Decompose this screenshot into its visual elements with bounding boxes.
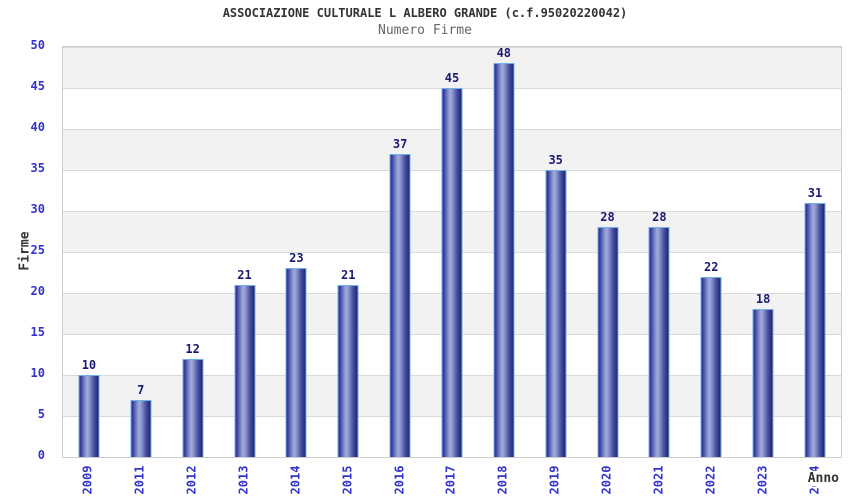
chart-subtitle: Numero Firme xyxy=(378,23,472,38)
x-tick-label: 2009 xyxy=(80,465,95,494)
y-tick-45: 45 xyxy=(30,79,45,93)
x-tick-label: 2023 xyxy=(755,465,770,494)
x-tick-2013: 2013 xyxy=(218,459,270,500)
x-tick-2012: 2012 xyxy=(166,459,218,500)
x-tick-label: 2021 xyxy=(651,465,666,494)
bar-2012 xyxy=(182,358,204,457)
bar-slot-2022: 22 xyxy=(685,47,737,457)
bar-slot-2016: 37 xyxy=(374,47,426,457)
bar-2009 xyxy=(78,375,100,457)
x-axis-ticks: 2009 2011 2012 2013 2014 2015 2016 2017 2018 2019… xyxy=(62,459,840,500)
bar-slot-2012: 12 xyxy=(167,47,219,457)
y-tick-0: 0 xyxy=(37,448,45,462)
bar-2018 xyxy=(493,63,515,457)
bar-slot-2009: 10 xyxy=(63,47,115,457)
x-tick-2014: 2014 xyxy=(269,459,321,500)
value-label-2011: 7 xyxy=(137,382,145,397)
bar-2014 xyxy=(285,268,307,457)
value-label-2019: 35 xyxy=(548,153,563,167)
value-label-2020: 28 xyxy=(600,210,615,225)
value-label-2023: 18 xyxy=(755,292,771,307)
x-tick-2017: 2017 xyxy=(425,459,477,500)
x-tick-label: 2022 xyxy=(703,465,718,494)
x-tick-2009: 2009 xyxy=(62,459,114,500)
bar-slot-2013: 21 xyxy=(219,47,271,457)
bar-slot-2019: 35 xyxy=(530,47,582,457)
value-label-2022: 22 xyxy=(704,259,719,274)
x-tick-label: 2018 xyxy=(495,465,510,494)
x-tick-2019: 2019 xyxy=(529,459,581,500)
bar-2024 xyxy=(804,202,826,457)
chart-title: ASSOCIAZIONE CULTURALE L ALBERO GRANDE (… xyxy=(222,6,628,20)
y-tick-20: 20 xyxy=(30,284,45,298)
bar-slot-2021: 28 xyxy=(633,47,685,457)
x-tick-label: 2013 xyxy=(236,465,251,494)
bar-2020 xyxy=(597,227,619,457)
bar-2016 xyxy=(389,153,411,457)
x-tick-label: 2016 xyxy=(392,465,407,494)
y-tick-5: 5 xyxy=(37,407,45,421)
y-tick-35: 35 xyxy=(30,161,45,175)
x-tick-label: 2015 xyxy=(340,465,355,494)
bar-2023 xyxy=(752,309,774,457)
bar-2022 xyxy=(700,276,722,457)
value-label-2024: 31 xyxy=(807,185,823,200)
x-tick-label: 2017 xyxy=(443,465,458,494)
bar-slot-2018: 48 xyxy=(478,46,530,457)
bar-2011 xyxy=(130,399,152,457)
value-label-2021: 28 xyxy=(652,210,667,225)
y-tick-25: 25 xyxy=(30,243,45,257)
y-tick-10: 10 xyxy=(30,366,45,380)
bar-slot-2023: 18 xyxy=(737,47,789,457)
bar-slot-2011: 7 xyxy=(115,47,167,457)
value-label-2016: 37 xyxy=(392,136,408,151)
value-label-2009: 10 xyxy=(81,358,97,372)
bar-2021 xyxy=(648,227,670,457)
bar-slot-2015: 21 xyxy=(322,47,374,457)
bar-slot-2014: 23 xyxy=(270,47,322,457)
x-tick-2011: 2011 xyxy=(114,459,166,500)
value-label-2017: 45 xyxy=(444,71,460,85)
x-tick-label: 2020 xyxy=(599,465,614,494)
x-tick-label: 2014 xyxy=(288,465,303,494)
y-tick-30: 30 xyxy=(30,202,45,216)
x-tick-2016: 2016 xyxy=(373,459,425,500)
value-label-2013: 21 xyxy=(237,267,252,282)
x-tick-2020: 2020 xyxy=(581,459,633,500)
bar-2013 xyxy=(234,284,255,457)
value-label-2014: 23 xyxy=(289,251,304,266)
plot-area: 10 7 12 21 23 21 37 45 48 35 28 28 22 18 31 xyxy=(62,46,842,458)
x-tick-2022: 2022 xyxy=(684,459,736,500)
bar-2017 xyxy=(441,88,463,457)
y-tick-15: 15 xyxy=(30,325,45,339)
y-tick-40: 40 xyxy=(30,120,45,134)
x-axis-label: Anno xyxy=(805,471,839,486)
x-tick-2015: 2015 xyxy=(321,459,373,500)
x-tick-2021: 2021 xyxy=(632,459,684,500)
x-tick-label: 2012 xyxy=(184,465,199,494)
x-tick-label: 2011 xyxy=(132,465,147,494)
x-tick-2018: 2018 xyxy=(477,459,529,500)
bar-slot-2020: 28 xyxy=(582,47,634,457)
x-tick-2023: 2023 xyxy=(736,459,788,500)
value-label-2015: 21 xyxy=(341,267,356,282)
y-tick-50: 50 xyxy=(30,38,45,52)
bar-slot-2024: 31 xyxy=(789,47,841,457)
bar-2019 xyxy=(545,170,567,457)
x-tick-label: 2019 xyxy=(547,465,562,494)
value-label-2012: 12 xyxy=(185,341,200,356)
value-label-2018: 48 xyxy=(496,46,512,61)
bar-slot-2017: 45 xyxy=(426,47,478,457)
y-axis-ticks: 0 5 10 15 20 25 30 35 40 45 50 xyxy=(0,38,54,462)
bar-2015 xyxy=(337,284,359,457)
